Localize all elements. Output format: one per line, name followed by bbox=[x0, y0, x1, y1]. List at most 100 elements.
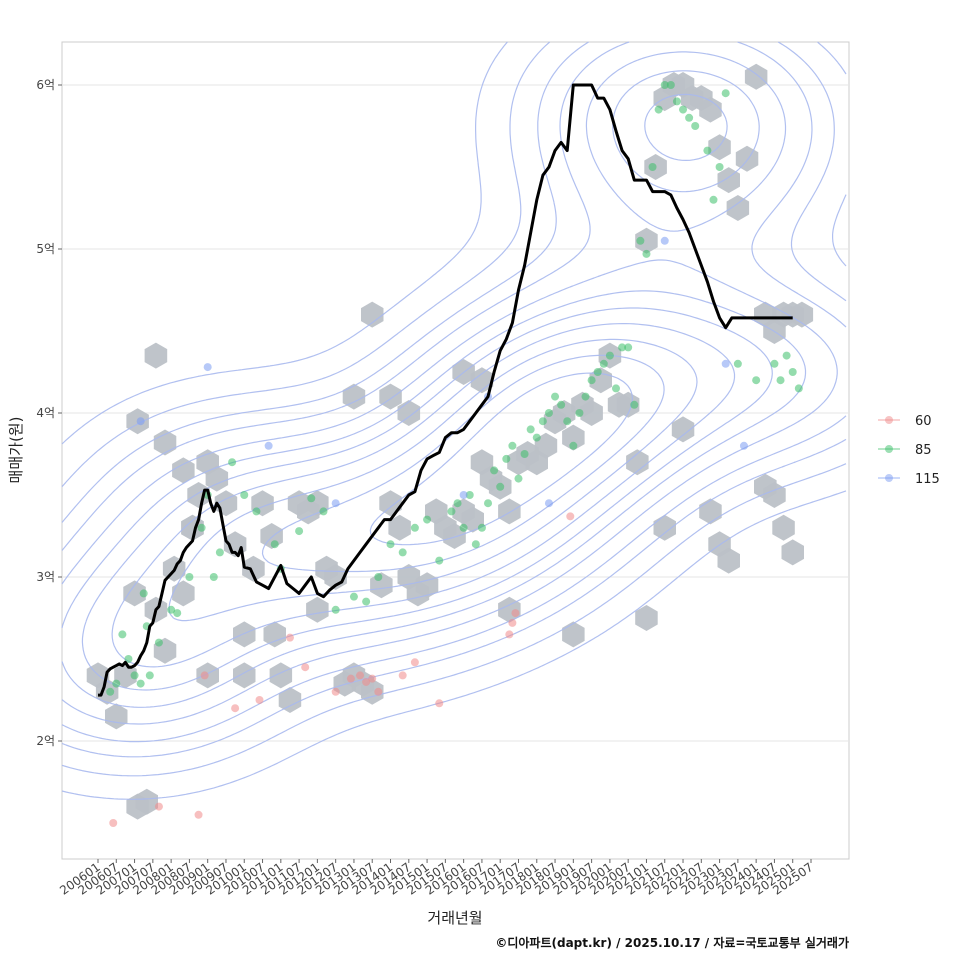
density-contours bbox=[61, 41, 847, 800]
hex-bin bbox=[562, 424, 585, 451]
point-85 bbox=[575, 409, 584, 417]
point-85 bbox=[782, 351, 791, 360]
point-60 bbox=[398, 671, 407, 680]
point-85 bbox=[563, 417, 572, 426]
hex-bin bbox=[388, 514, 411, 541]
point-85 bbox=[167, 605, 176, 614]
point-85 bbox=[374, 573, 383, 581]
point-85 bbox=[733, 359, 742, 368]
point-60 bbox=[231, 704, 240, 713]
density-contour bbox=[61, 70, 807, 708]
point-85 bbox=[788, 368, 797, 376]
point-85 bbox=[544, 409, 553, 417]
hex-bin bbox=[135, 788, 158, 815]
point-85 bbox=[538, 417, 547, 426]
y-tick-label: 2억 bbox=[36, 734, 55, 748]
y-tick-label: 6억 bbox=[36, 78, 55, 92]
point-60 bbox=[410, 658, 419, 667]
point-85 bbox=[569, 441, 578, 450]
point-85 bbox=[398, 548, 407, 557]
point-85 bbox=[691, 122, 700, 130]
point-85 bbox=[605, 351, 614, 360]
hex-bin bbox=[772, 514, 795, 541]
point-85 bbox=[185, 573, 194, 581]
hex-bin bbox=[726, 195, 750, 221]
y-tick-label: 5억 bbox=[36, 242, 55, 256]
density-contour bbox=[61, 41, 847, 777]
hex-bin bbox=[717, 547, 740, 574]
hex-bin bbox=[699, 498, 722, 525]
hex-bin bbox=[781, 539, 804, 566]
point-85 bbox=[526, 425, 535, 434]
point-60 bbox=[368, 674, 377, 683]
hex-bin bbox=[144, 342, 168, 369]
density-contour bbox=[168, 338, 698, 622]
point-85 bbox=[770, 359, 779, 368]
point-85 bbox=[477, 523, 486, 532]
point-60 bbox=[331, 687, 340, 696]
density-contour bbox=[61, 51, 838, 725]
point-85 bbox=[465, 491, 474, 499]
point-60 bbox=[194, 810, 203, 819]
hex-bin bbox=[123, 580, 146, 607]
point-85 bbox=[611, 384, 620, 393]
hex-bin bbox=[635, 227, 658, 254]
density-contour bbox=[61, 41, 847, 800]
y-tick-label: 3억 bbox=[36, 570, 55, 584]
x-axis-title: 거래년월 bbox=[427, 909, 482, 927]
point-60 bbox=[255, 696, 264, 704]
point-85 bbox=[270, 540, 279, 549]
point-60 bbox=[566, 512, 575, 521]
point-85 bbox=[618, 343, 627, 352]
median-line-layer bbox=[98, 83, 793, 697]
hex-bin bbox=[172, 580, 195, 607]
legend-label-85: 85 bbox=[915, 443, 932, 458]
point-85 bbox=[124, 655, 133, 663]
y-axis-title: 매매가(원) bbox=[7, 417, 25, 484]
point-60 bbox=[301, 663, 310, 672]
hex-bin bbox=[233, 662, 256, 689]
point-85 bbox=[715, 163, 724, 171]
point-85 bbox=[209, 573, 218, 581]
point-85 bbox=[447, 507, 456, 516]
point-115 bbox=[459, 491, 468, 499]
point-85 bbox=[520, 450, 529, 458]
point-85 bbox=[496, 482, 505, 491]
hex-bin bbox=[233, 621, 256, 648]
density-contour bbox=[61, 41, 847, 743]
density-contour bbox=[369, 372, 633, 546]
point-85 bbox=[215, 548, 224, 557]
legend-key-dot bbox=[885, 416, 893, 424]
hex-bin bbox=[361, 301, 384, 328]
hex-bin bbox=[242, 555, 265, 582]
point-85 bbox=[654, 105, 663, 114]
hex-bin bbox=[263, 621, 286, 648]
point-85 bbox=[636, 236, 645, 245]
point-85 bbox=[660, 81, 669, 89]
hex-bin bbox=[306, 596, 329, 623]
point-85 bbox=[703, 146, 712, 155]
point-85 bbox=[599, 359, 608, 368]
legend-label-115: 115 bbox=[915, 472, 940, 487]
point-60 bbox=[374, 687, 383, 696]
legend-key-dot bbox=[885, 445, 893, 453]
point-60 bbox=[511, 609, 520, 618]
hex-bin bbox=[187, 482, 210, 508]
hex-bin bbox=[626, 449, 649, 476]
point-85 bbox=[145, 671, 154, 680]
hex-bin bbox=[790, 301, 814, 328]
point-85 bbox=[154, 638, 163, 647]
hex-bin bbox=[580, 400, 603, 426]
point-85 bbox=[130, 671, 139, 680]
point-85 bbox=[490, 466, 499, 475]
hex-bin bbox=[562, 621, 585, 648]
point-85 bbox=[685, 113, 694, 122]
point-85 bbox=[386, 540, 395, 549]
point-85 bbox=[106, 687, 115, 696]
hex-bin bbox=[708, 134, 731, 161]
y-tick-label: 4억 bbox=[36, 406, 55, 420]
median-price-line bbox=[98, 83, 793, 697]
point-85 bbox=[331, 605, 340, 614]
point-115 bbox=[264, 441, 273, 450]
